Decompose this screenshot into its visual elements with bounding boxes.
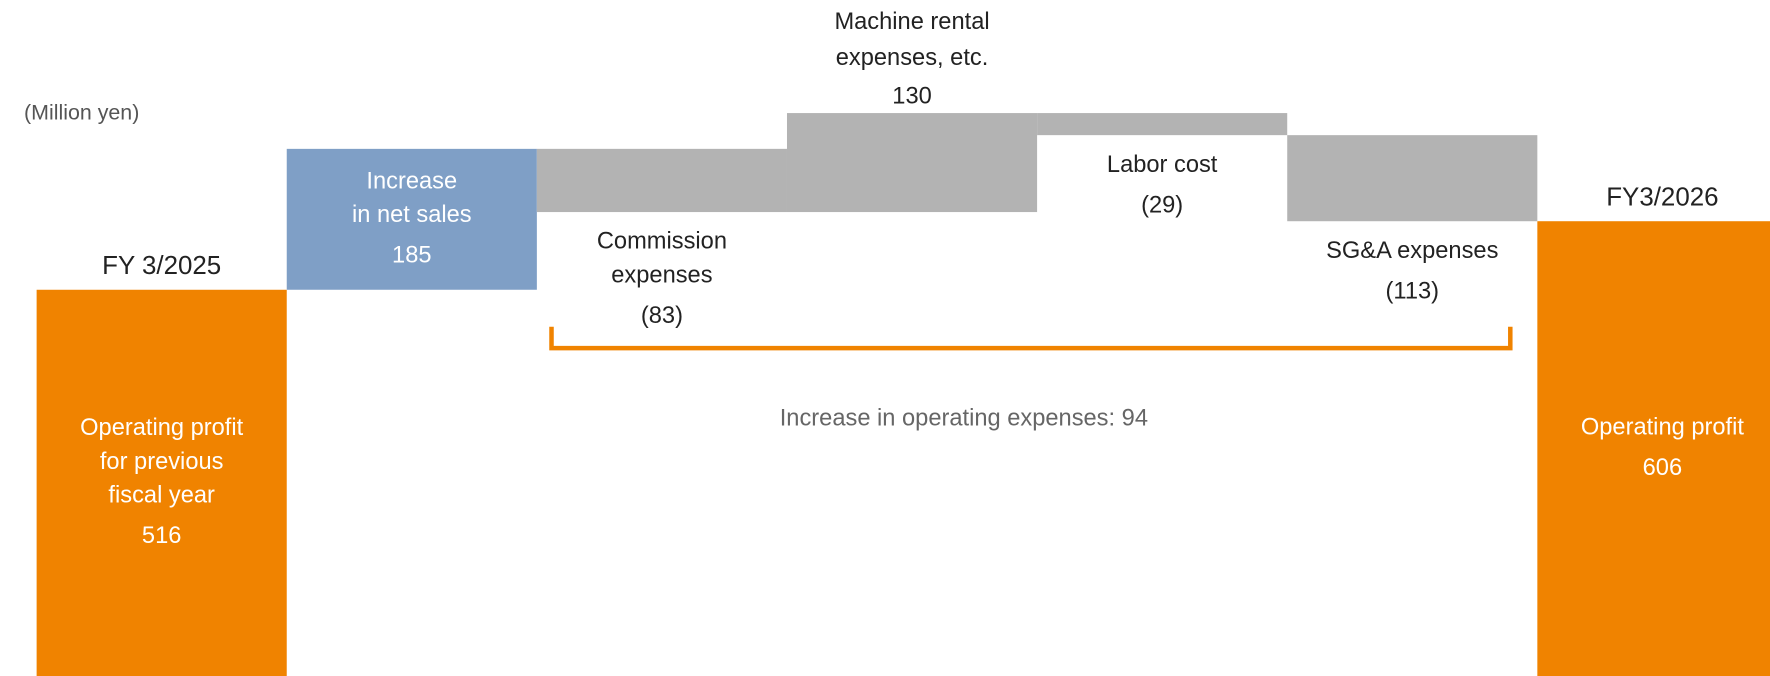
unit-label: (Million yen) [24, 100, 139, 124]
category-label: expenses, etc. [836, 45, 989, 71]
bracket [549, 326, 1513, 351]
value-label: 185 [392, 243, 431, 269]
value-label: (83) [641, 303, 683, 329]
value-label: 130 [892, 84, 931, 110]
bar [1537, 221, 1770, 676]
bar [36, 289, 287, 676]
category-label: Increase [366, 168, 457, 194]
category-label: Operating profit [80, 415, 243, 441]
category-label: Machine rental [834, 9, 989, 35]
value-label: 606 [1643, 455, 1682, 481]
value-label: (113) [1386, 278, 1439, 304]
category-label: fiscal year [108, 483, 215, 509]
category-label: expenses [611, 263, 712, 289]
category-label: in net sales [352, 202, 472, 228]
category-label: for previous [100, 449, 224, 475]
value-label: 516 [142, 523, 181, 549]
category-label: Labor cost [1107, 152, 1218, 178]
bar [1287, 135, 1538, 222]
bar [786, 113, 1038, 213]
annotation: Increase in operating expenses: 94 [780, 405, 1148, 431]
bar [536, 148, 787, 213]
category-label: Commission [597, 229, 727, 255]
bar-header: FY 3/2025 [102, 252, 221, 280]
bar [1037, 113, 1288, 136]
value-label: (29) [1141, 192, 1183, 218]
category-label: Operating profit [1581, 415, 1744, 441]
bar-header: FY3/2026 [1606, 184, 1718, 212]
category-label: SG&A expenses [1326, 238, 1498, 264]
bar [286, 148, 537, 290]
